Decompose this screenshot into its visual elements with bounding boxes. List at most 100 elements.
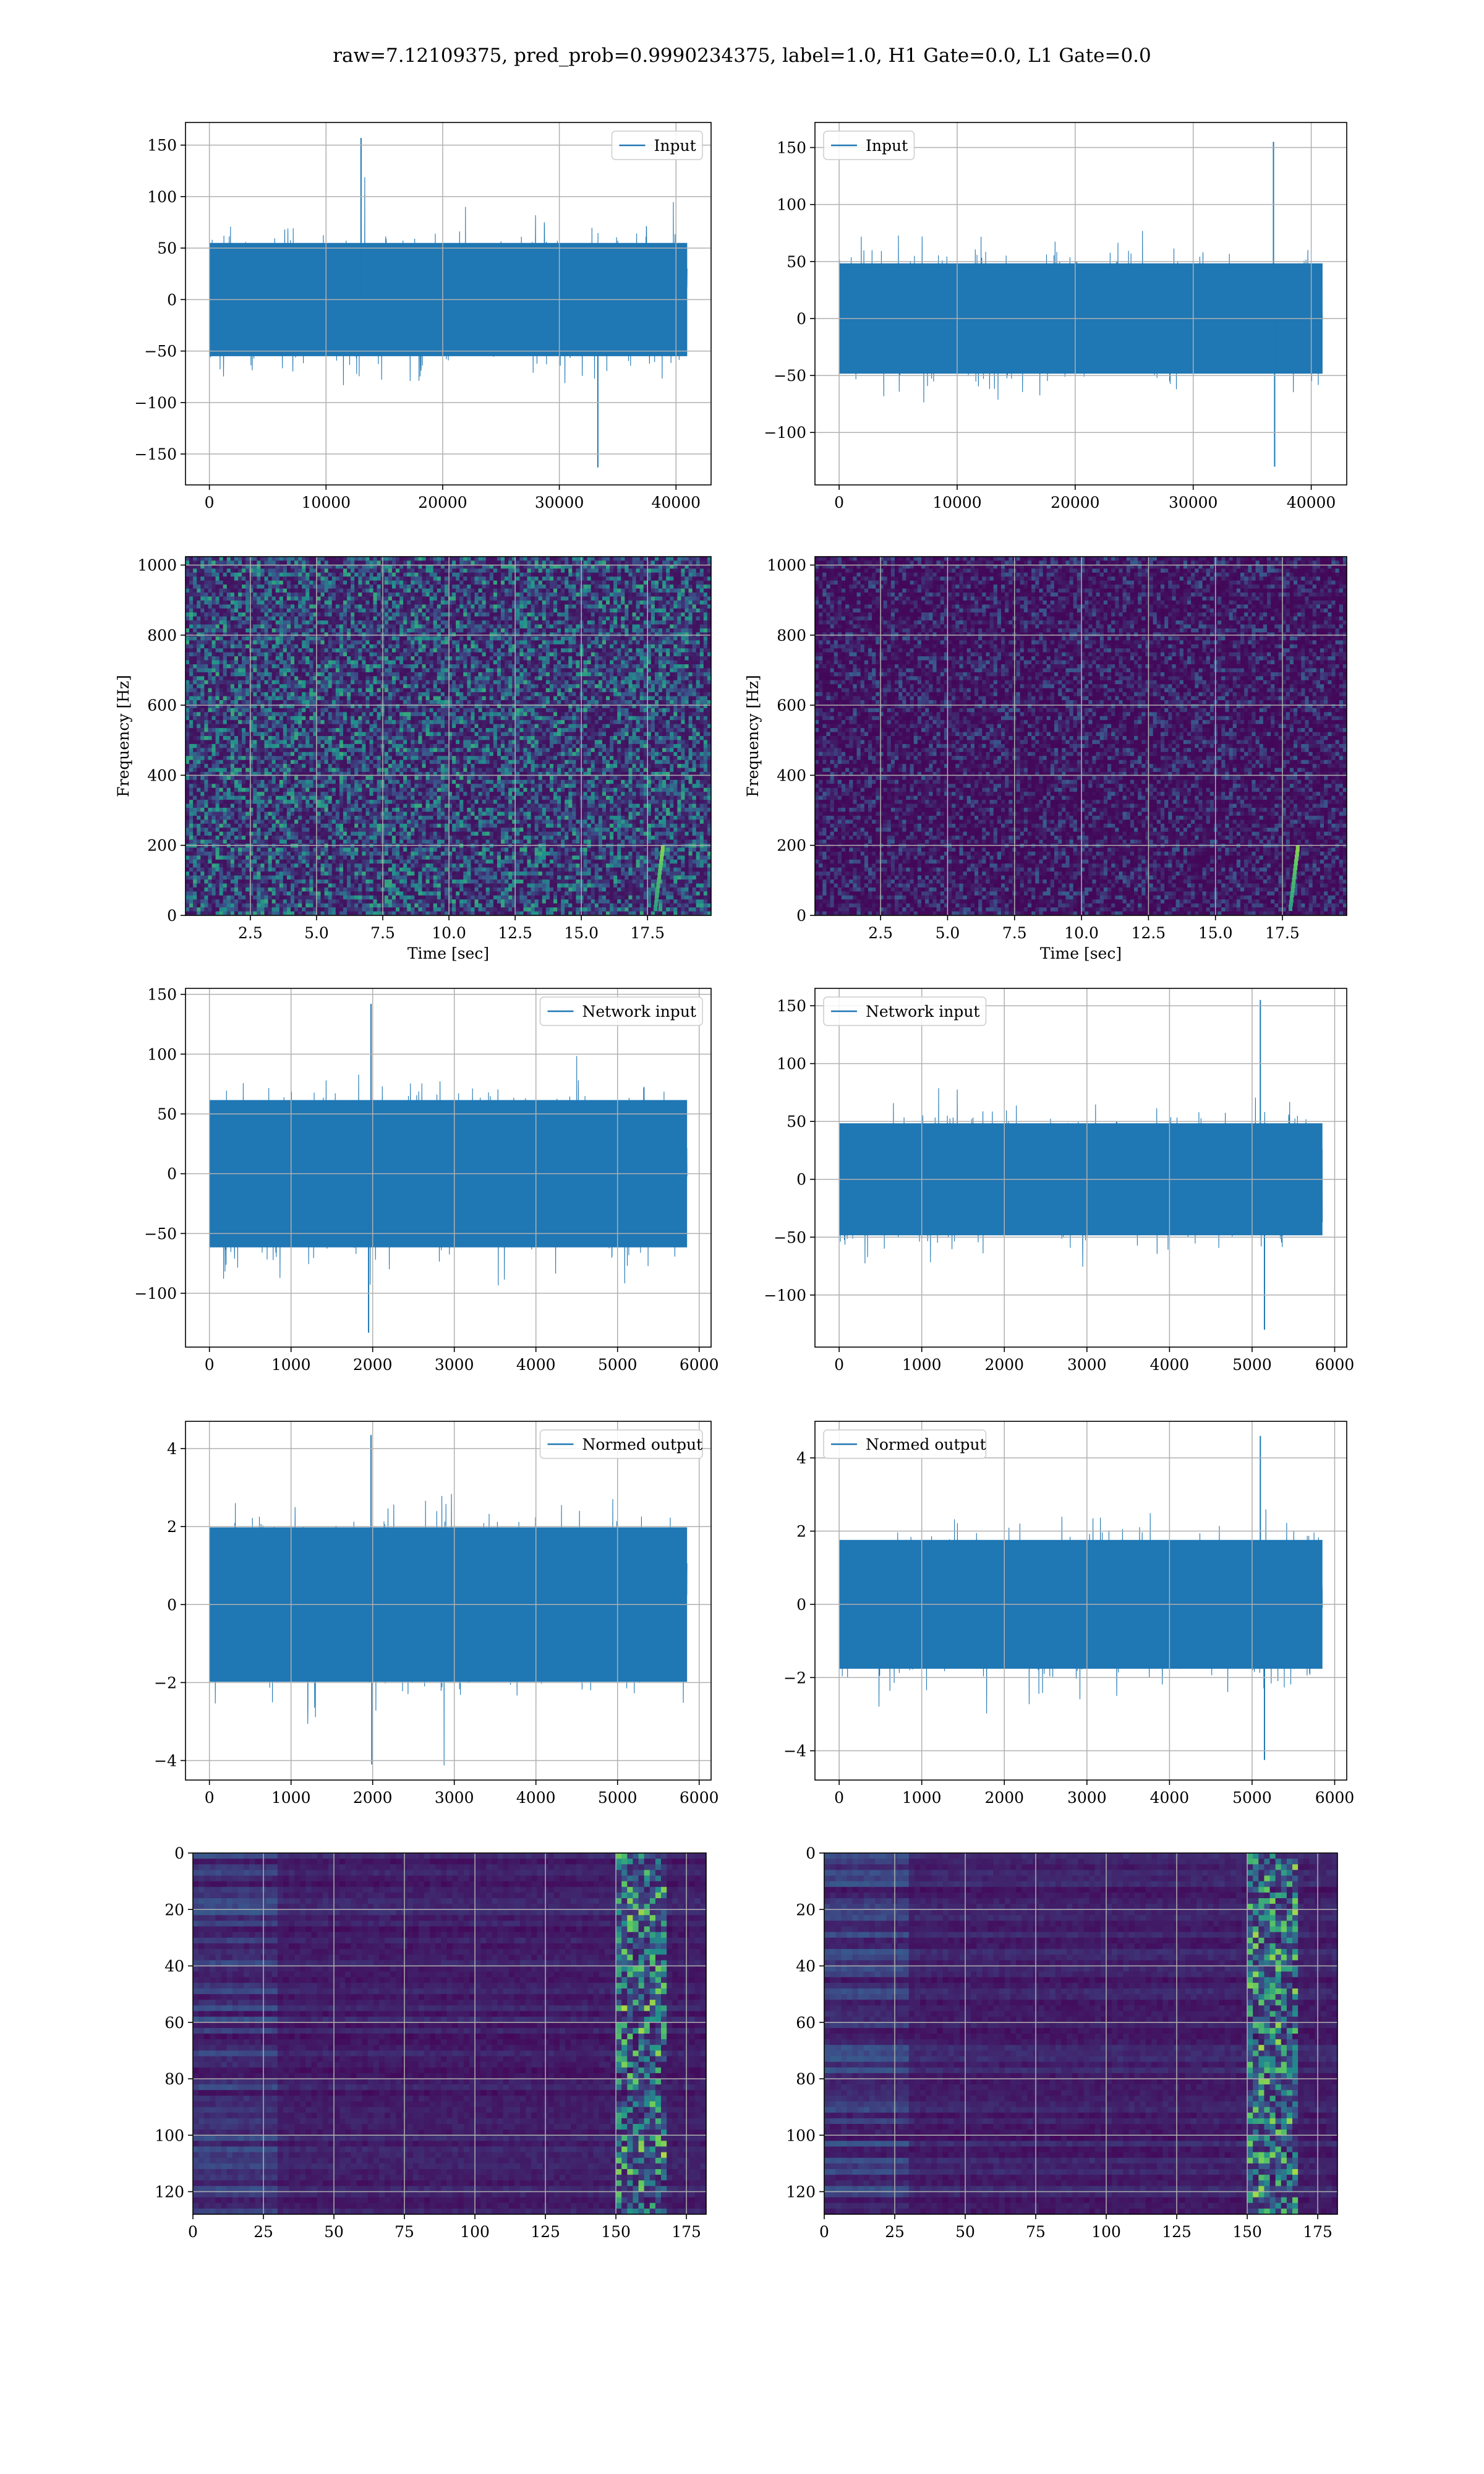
spectrogram-cell (234, 736, 239, 741)
spectrogram-cell (268, 708, 273, 713)
spectrogram-cell (377, 672, 382, 677)
spectrogram-cell (208, 899, 213, 904)
spectrogram-cell (286, 668, 291, 673)
spectrogram-cell (286, 732, 291, 737)
spectrogram-cell (283, 907, 288, 912)
spectrogram-cell (186, 844, 190, 849)
spectrogram-cell (294, 756, 299, 761)
spectrogram-cell (305, 612, 310, 617)
spectrogram-cell (223, 740, 228, 745)
spectrogram-cell (317, 672, 322, 677)
spectrogram-cell (365, 828, 370, 833)
spectrogram-cell (186, 588, 190, 593)
spectrogram-cell (358, 851, 362, 856)
spectrogram-cell (230, 756, 235, 761)
spectrogram-cell (324, 732, 329, 737)
spectrogram-cell (313, 608, 318, 613)
spectrogram-cell (204, 811, 209, 816)
spectrogram-cell (331, 708, 336, 713)
spectrogram-cell (309, 740, 314, 745)
spectrogram-cell (193, 660, 197, 665)
spectrogram-cell (249, 787, 254, 792)
spectrogram-cell (298, 839, 302, 844)
spectrogram-cell (234, 612, 239, 617)
spectrogram-cell (324, 644, 329, 649)
axes-frame (814, 122, 1347, 486)
spectrogram-cell (264, 588, 269, 593)
spectrogram-cell (211, 712, 216, 717)
spectrogram-cell (302, 887, 306, 892)
spectrogram-cell (211, 792, 216, 797)
spectrogram-cell (384, 803, 389, 808)
spectrogram-cell (211, 844, 216, 849)
spectrogram-cell (362, 903, 367, 908)
spectrogram-cell (230, 803, 235, 808)
spectrogram-cell (343, 836, 348, 841)
spectrogram-cell (226, 839, 231, 844)
spectrogram-cell (189, 787, 194, 792)
spectrogram-cell (260, 596, 265, 601)
spectrogram-cell (226, 740, 231, 745)
spectrogram-cell (291, 779, 295, 784)
spectrogram-cell (328, 580, 333, 585)
spectrogram-cell (186, 728, 190, 733)
spectrogram-cell (242, 616, 246, 621)
spectrogram-cell (388, 648, 393, 653)
spectrogram-cell (257, 588, 262, 593)
spectrogram-cell (305, 740, 310, 745)
spectrogram-cell (223, 700, 228, 705)
spectrogram-cell (305, 880, 310, 884)
spectrogram-cell (324, 787, 329, 792)
spectrogram-cell (351, 732, 355, 737)
spectrogram-cell (373, 828, 378, 833)
spectrogram-cell (242, 820, 246, 824)
spectrogram-cell (186, 656, 190, 661)
spectrogram-cell (365, 844, 370, 849)
spectrogram-cell (302, 716, 306, 721)
spectrogram-cell (365, 692, 370, 697)
spectrogram-cell (291, 815, 295, 820)
spectrogram-cell (223, 808, 228, 813)
spectrogram-cell (186, 688, 190, 693)
spectrogram-cell (377, 823, 382, 828)
spectrogram-cell (331, 784, 336, 789)
spectrogram-cell (193, 668, 197, 673)
spectrogram-cell (249, 600, 254, 605)
spectrogram-cell (271, 776, 276, 781)
spectrogram-cell (200, 751, 205, 756)
spectrogram-cell (226, 580, 231, 585)
spectrogram-cell (309, 680, 314, 685)
spectrogram-cell (362, 883, 367, 888)
spectrogram-cell (234, 636, 239, 641)
spectrogram-cell (339, 844, 344, 849)
spectrogram-cell (264, 724, 269, 729)
spectrogram-cell (320, 844, 325, 849)
spectrogram-cell (230, 712, 235, 717)
spectrogram-cell (309, 728, 314, 733)
spectrogram-cell (283, 820, 288, 824)
spectrogram-cell (279, 688, 284, 693)
spectrogram-cell (283, 608, 288, 613)
spectrogram-cell (238, 724, 242, 729)
spectrogram-cell (298, 728, 302, 733)
spectrogram-cell (249, 871, 254, 876)
spectrogram-cell (373, 664, 378, 669)
spectrogram-cell (294, 688, 299, 693)
spectrogram-cell (245, 903, 250, 908)
spectrogram-cell (362, 836, 367, 841)
spectrogram-cell (211, 772, 216, 777)
spectrogram-cell (253, 736, 257, 741)
spectrogram-cell (242, 692, 246, 697)
spectrogram-cell (365, 700, 370, 705)
spectrogram-cell (388, 676, 393, 681)
spectrogram-cell (186, 779, 190, 784)
spectrogram-cell (324, 636, 329, 641)
spectrogram-cell (189, 811, 194, 816)
spectrogram-cell (279, 620, 284, 625)
spectrogram-cell (373, 815, 378, 820)
spectrogram-cell (298, 772, 302, 777)
spectrogram-cell (317, 751, 322, 756)
spectrogram-cell (358, 668, 362, 673)
spectrogram-cell (200, 636, 205, 641)
spectrogram-cell (211, 636, 216, 641)
